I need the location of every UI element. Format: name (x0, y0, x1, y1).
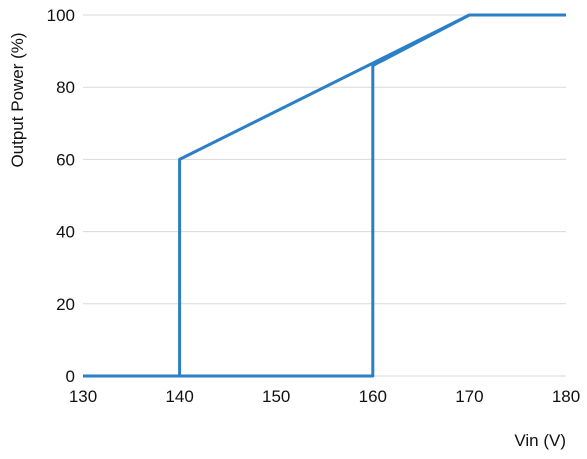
x-tick-label: 140 (165, 387, 193, 406)
y-tick-label: 40 (56, 223, 75, 242)
x-tick-label: 130 (69, 387, 97, 406)
y-axis-label: Output Power (%) (8, 32, 27, 167)
x-tick-label: 150 (262, 387, 290, 406)
x-tick-label: 160 (359, 387, 387, 406)
series-line-2 (83, 13, 566, 378)
series-line-1 (83, 13, 566, 378)
y-tick-labels: 0 20 40 60 80 100 (47, 6, 75, 386)
y-tick-label: 100 (47, 6, 75, 25)
y-tick-label: 80 (56, 78, 75, 97)
x-axis-label: Vin (V) (514, 431, 566, 450)
x-tick-labels: 130 140 150 160 170 180 (69, 387, 580, 406)
series-lines (83, 13, 566, 378)
x-tick-label: 170 (455, 387, 483, 406)
y-tick-label: 20 (56, 295, 75, 314)
y-tick-label: 60 (56, 150, 75, 169)
y-tick-label: 0 (66, 367, 75, 386)
gridlines (83, 14, 566, 377)
x-tick-label: 180 (552, 387, 580, 406)
